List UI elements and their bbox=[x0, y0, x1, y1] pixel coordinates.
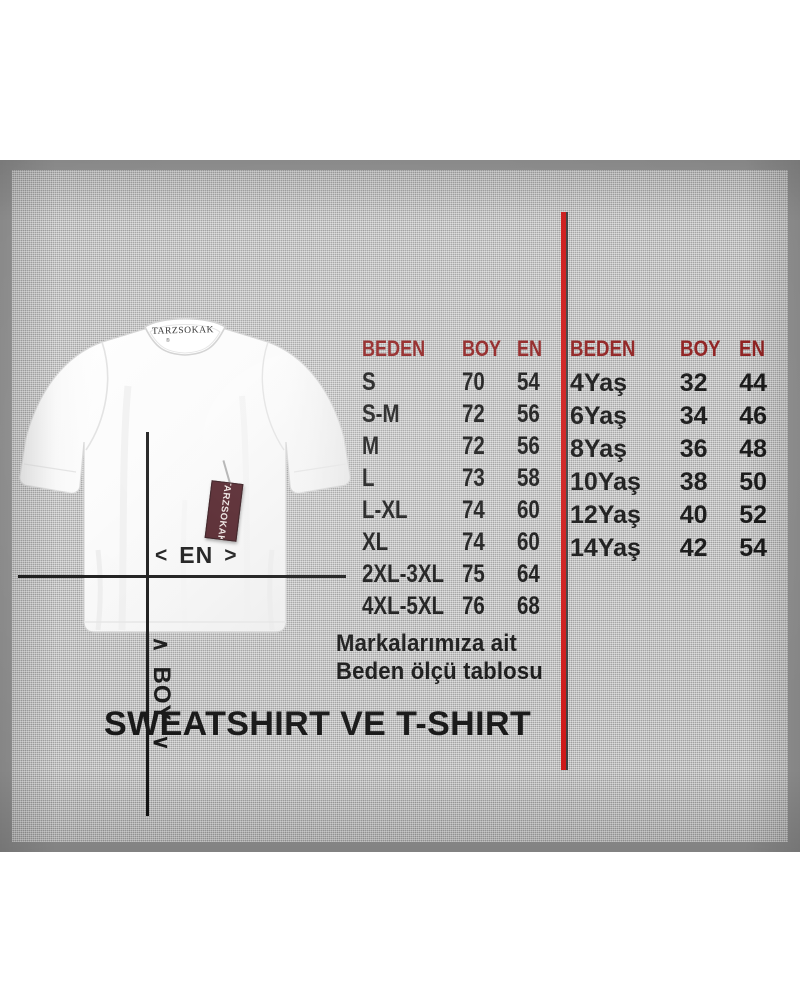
table-row: 4XL-5XL 76 68 bbox=[362, 592, 558, 624]
cell-boy: 72 bbox=[461, 432, 485, 460]
length-marker-boy: ∧ BOY ∨ bbox=[147, 594, 175, 794]
column-header-boy: BOY bbox=[679, 336, 721, 361]
caption-block: Markalarımıza ait Beden ölçü tablosu bbox=[336, 630, 561, 686]
column-header-beden: BEDEN bbox=[362, 336, 426, 361]
cell-en: 54 bbox=[739, 534, 768, 562]
cell-en: 54 bbox=[517, 368, 540, 396]
cell-beden: L-XL bbox=[362, 496, 408, 524]
table-header-row: BEDEN BOY EN bbox=[570, 336, 782, 369]
table-row: 10Yaş 38 50 bbox=[570, 468, 782, 501]
table-row: 8Yaş 36 48 bbox=[570, 435, 782, 468]
cell-en: 60 bbox=[517, 496, 540, 524]
size-chart-image: TARZSOKAK ® TARZSOKAK < EN > ∧ BOY ∨ BED… bbox=[0, 160, 800, 852]
cell-beden: S-M bbox=[362, 400, 400, 428]
cell-en: 44 bbox=[739, 369, 768, 397]
caption-line-2: Beden ölçü tablosu bbox=[336, 658, 543, 685]
width-measurement-line bbox=[18, 575, 346, 578]
kids-size-table: BEDEN BOY EN 4Yaş 32 44 6Yaş 34 46 8Yaş … bbox=[570, 336, 782, 567]
chevron-right-icon: > bbox=[224, 543, 238, 567]
column-header-boy: BOY bbox=[461, 336, 501, 361]
hang-tag-brand-text: TARZSOKAK bbox=[214, 480, 234, 542]
cell-en: 58 bbox=[517, 464, 540, 492]
cell-boy: 73 bbox=[461, 464, 485, 492]
table-row: XL 74 60 bbox=[362, 528, 558, 560]
cell-en: 64 bbox=[517, 560, 540, 588]
table-row: 2XL-3XL 75 64 bbox=[362, 560, 558, 592]
cell-boy: 42 bbox=[679, 534, 708, 562]
cell-beden: 14Yaş bbox=[570, 534, 641, 562]
cell-beden: XL bbox=[362, 528, 389, 556]
column-header-beden: BEDEN bbox=[570, 336, 636, 361]
neck-brand-label: TARZSOKAK bbox=[151, 325, 215, 337]
table-row: L 73 58 bbox=[362, 464, 558, 496]
cell-beden: L bbox=[362, 464, 375, 492]
neck-brand-sublabel: ® bbox=[166, 338, 170, 344]
cell-beden: 2XL-3XL bbox=[362, 560, 445, 588]
cell-boy: 32 bbox=[679, 369, 708, 397]
cell-beden: 6Yaş bbox=[570, 402, 628, 430]
cell-boy: 36 bbox=[679, 435, 708, 463]
table-row: S-M 72 56 bbox=[362, 400, 558, 432]
table-row: 6Yaş 34 46 bbox=[570, 402, 782, 435]
headline-text: SWEATSHIRT VE T-SHIRT bbox=[104, 705, 532, 743]
cell-beden: 8Yaş bbox=[570, 435, 628, 463]
cell-boy: 70 bbox=[461, 368, 485, 396]
cell-boy: 74 bbox=[461, 496, 485, 524]
cell-en: 68 bbox=[517, 592, 540, 620]
tshirt-illustration bbox=[10, 300, 360, 655]
cell-en: 50 bbox=[739, 468, 768, 496]
cell-boy: 40 bbox=[679, 501, 708, 529]
length-measurement-line bbox=[146, 432, 149, 816]
cell-beden: S bbox=[362, 368, 376, 396]
cell-en: 46 bbox=[739, 402, 768, 430]
width-marker-en: < EN > bbox=[155, 542, 237, 569]
column-header-en: EN bbox=[739, 336, 766, 361]
cell-beden: 4XL-5XL bbox=[362, 592, 445, 620]
table-row: M 72 56 bbox=[362, 432, 558, 464]
cell-boy: 34 bbox=[679, 402, 708, 430]
cell-boy: 76 bbox=[462, 592, 485, 620]
table-row: 14Yaş 42 54 bbox=[570, 534, 782, 567]
caption-line-1: Markalarımıza ait bbox=[336, 630, 518, 657]
column-header-en: EN bbox=[517, 336, 543, 361]
cell-en: 52 bbox=[739, 501, 768, 529]
red-vertical-divider bbox=[561, 212, 568, 770]
table-header-row: BEDEN BOY EN bbox=[362, 336, 558, 368]
cell-en: 56 bbox=[517, 432, 540, 460]
cell-boy: 38 bbox=[679, 468, 708, 496]
table-row: 4Yaş 32 44 bbox=[570, 369, 782, 402]
cell-en: 56 bbox=[517, 400, 540, 428]
chevron-left-icon: < bbox=[155, 543, 169, 567]
cell-en: 60 bbox=[517, 528, 540, 556]
adult-size-table: BEDEN BOY EN S 70 54 S-M 72 56 M 72 56 L… bbox=[362, 336, 558, 624]
cell-boy: 72 bbox=[461, 400, 485, 428]
cell-beden: 10Yaş bbox=[570, 468, 641, 496]
table-row: 12Yaş 40 52 bbox=[570, 501, 782, 534]
chevron-up-icon: ∧ bbox=[149, 636, 174, 654]
cell-boy: 74 bbox=[461, 528, 485, 556]
cell-en: 48 bbox=[739, 435, 768, 463]
table-row: L-XL 74 60 bbox=[362, 496, 558, 528]
cell-beden: M bbox=[362, 432, 380, 460]
cell-beden: 4Yaş bbox=[570, 369, 628, 397]
width-marker-label: EN bbox=[179, 542, 214, 568]
table-row: S 70 54 bbox=[362, 368, 558, 400]
cell-boy: 75 bbox=[462, 560, 485, 588]
cell-beden: 12Yaş bbox=[570, 501, 641, 529]
